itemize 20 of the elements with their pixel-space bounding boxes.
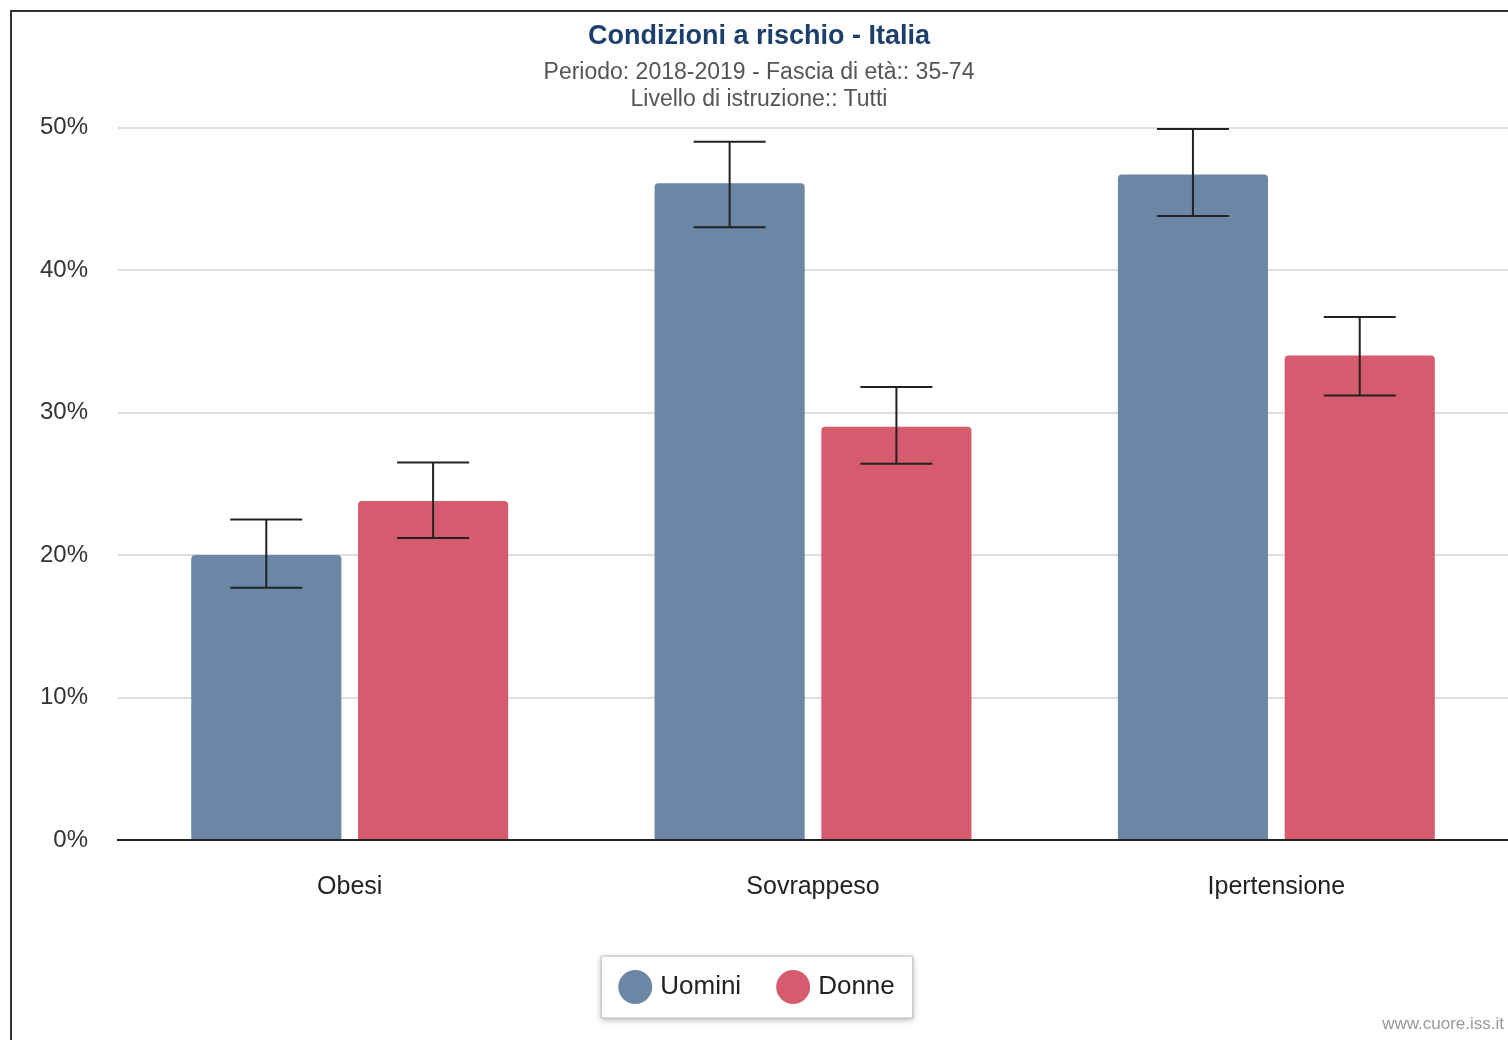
y-tick-label: 50% (39, 112, 89, 140)
bar (191, 555, 342, 839)
y-tick-label: 40% (39, 254, 89, 282)
bar (1284, 355, 1435, 839)
y-tick-label: 20% (39, 539, 89, 567)
x-tick-label: Obesi (317, 870, 383, 899)
x-tick-label: Sovrappeso (746, 870, 880, 899)
bar (358, 500, 509, 839)
y-tick-label: 30% (39, 397, 89, 425)
bar (1117, 174, 1268, 839)
bar (654, 183, 805, 839)
legend-label: Donne (818, 970, 895, 1001)
y-tick-label: 10% (39, 682, 89, 710)
text: www.cuore.iss.it (1382, 1014, 1504, 1034)
chart-title: Condizioni a rischio - Italia (587, 19, 931, 50)
chart-subtitle: Periodo: 2018-2019 - Fascia di età:: 35-74 Livello di istruzione:: Tutti (543, 57, 975, 112)
legend-label: Uomini (660, 970, 742, 1001)
x-tick-label: Ipertensione (1207, 870, 1346, 899)
y-tick-label: 0% (53, 824, 89, 852)
bar (821, 426, 972, 839)
